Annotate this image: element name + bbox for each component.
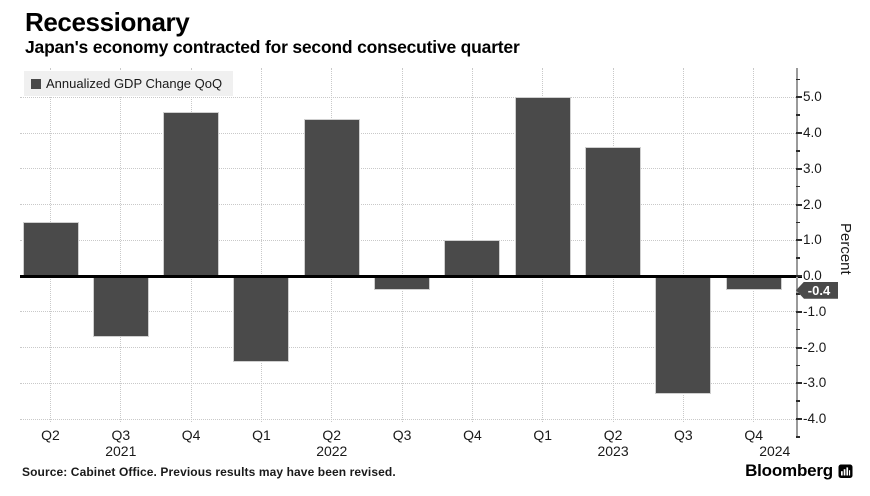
y-axis-tick (796, 346, 802, 349)
x-axis-label: Q2 (322, 427, 342, 443)
x-axis-label: Q2 (603, 427, 623, 443)
v-gridline (120, 68, 122, 422)
x-axis-label: Q3 (674, 427, 693, 443)
bloomberg-wordmark: Bloomberg (745, 461, 833, 480)
gdp-bar (374, 276, 431, 291)
h-gridline (20, 96, 796, 98)
x-axis-year-label: 2024 (759, 443, 791, 459)
y-axis-minor-tick (796, 400, 800, 402)
y-axis-label: 5.0 (803, 89, 822, 105)
y-axis-minor-tick (796, 328, 800, 331)
gdp-bar (303, 118, 360, 276)
y-axis-label: -3.0 (803, 375, 827, 391)
x-axis-label: Q3 (111, 427, 131, 443)
y-axis-tick (796, 310, 802, 313)
x-axis-label: Q1 (533, 427, 553, 443)
y-axis-tick (796, 167, 802, 170)
gdp-bar (92, 276, 149, 337)
y-axis-minor-tick (796, 257, 800, 259)
gdp-bar (444, 240, 501, 276)
h-gridline (20, 168, 796, 170)
y-axis-tick (796, 275, 802, 277)
x-axis-label: Q4 (744, 427, 764, 443)
y-axis-minor-tick (796, 364, 800, 367)
gdp-bar (655, 276, 712, 394)
legend: Annualized GDP Change QoQ (24, 71, 234, 96)
h-gridline (20, 239, 796, 241)
legend-swatch-icon (31, 78, 41, 89)
y-axis-tick (796, 239, 802, 242)
y-axis-label: -4.0 (803, 411, 827, 426)
y-axis-minor-tick (796, 293, 800, 295)
h-gridline (20, 132, 796, 134)
y-axis-tick (796, 382, 802, 385)
y-axis-tick (796, 96, 802, 99)
y-axis-minor-tick (796, 114, 800, 116)
y-axis-tick (796, 418, 802, 420)
h-gridline (20, 347, 796, 348)
y-axis-label: 4.0 (803, 125, 822, 140)
x-axis-year-label: 2023 (597, 443, 629, 459)
gdp-bar (163, 111, 220, 276)
y-axis-spine (796, 68, 798, 436)
y-axis-minor-tick (796, 221, 800, 224)
y-axis-title: Percent (837, 223, 854, 275)
chart-subtitle: Japan's economy contracted for second co… (25, 37, 520, 57)
y-axis-label: -1.0 (803, 303, 827, 319)
x-axis-year-label: 2022 (316, 443, 348, 459)
x-axis-year-label: 2021 (105, 443, 137, 459)
bloomberg-terminal-icon (838, 464, 853, 478)
gdp-bar (233, 276, 290, 362)
y-axis-minor-tick (796, 436, 800, 438)
y-axis-label: 1.0 (803, 232, 822, 248)
y-axis-minor-tick (796, 150, 800, 152)
v-gridline (401, 68, 403, 422)
gdp-bar (725, 276, 782, 291)
y-axis-label: 3.0 (803, 160, 822, 176)
y-axis-label: 0.0 (803, 268, 822, 283)
zero-line (20, 274, 802, 278)
h-gridline (20, 311, 796, 313)
gdp-bar (22, 222, 79, 276)
h-gridline (20, 382, 796, 384)
y-axis-tick (796, 203, 802, 206)
gdp-bar (585, 147, 642, 276)
v-gridline (753, 68, 755, 422)
x-axis-label: Q3 (392, 427, 412, 443)
source-note: Source: Cabinet Office. Previous results… (22, 465, 396, 479)
x-axis-label: Q2 (41, 427, 60, 443)
y-axis-minor-tick (796, 185, 800, 188)
chart-title: Recessionary (25, 7, 190, 37)
y-axis-minor-tick (796, 78, 800, 81)
legend-label: Annualized GDP Change QoQ (46, 76, 223, 91)
v-gridline (260, 68, 262, 422)
gdp-bar (514, 97, 571, 276)
x-axis-label: Q4 (181, 427, 201, 443)
y-axis-tick (796, 132, 802, 134)
h-gridline (20, 418, 796, 420)
y-axis-label: -2.0 (803, 339, 827, 355)
h-gridline (20, 204, 796, 205)
y-axis-label: 2.0 (803, 196, 822, 212)
v-gridline (682, 68, 684, 422)
bloomberg-logo: Bloomberg (745, 461, 853, 481)
x-axis-label: Q1 (252, 427, 271, 443)
x-axis-label: Q4 (463, 427, 482, 443)
last-value-badge: -0.4 (796, 281, 838, 299)
